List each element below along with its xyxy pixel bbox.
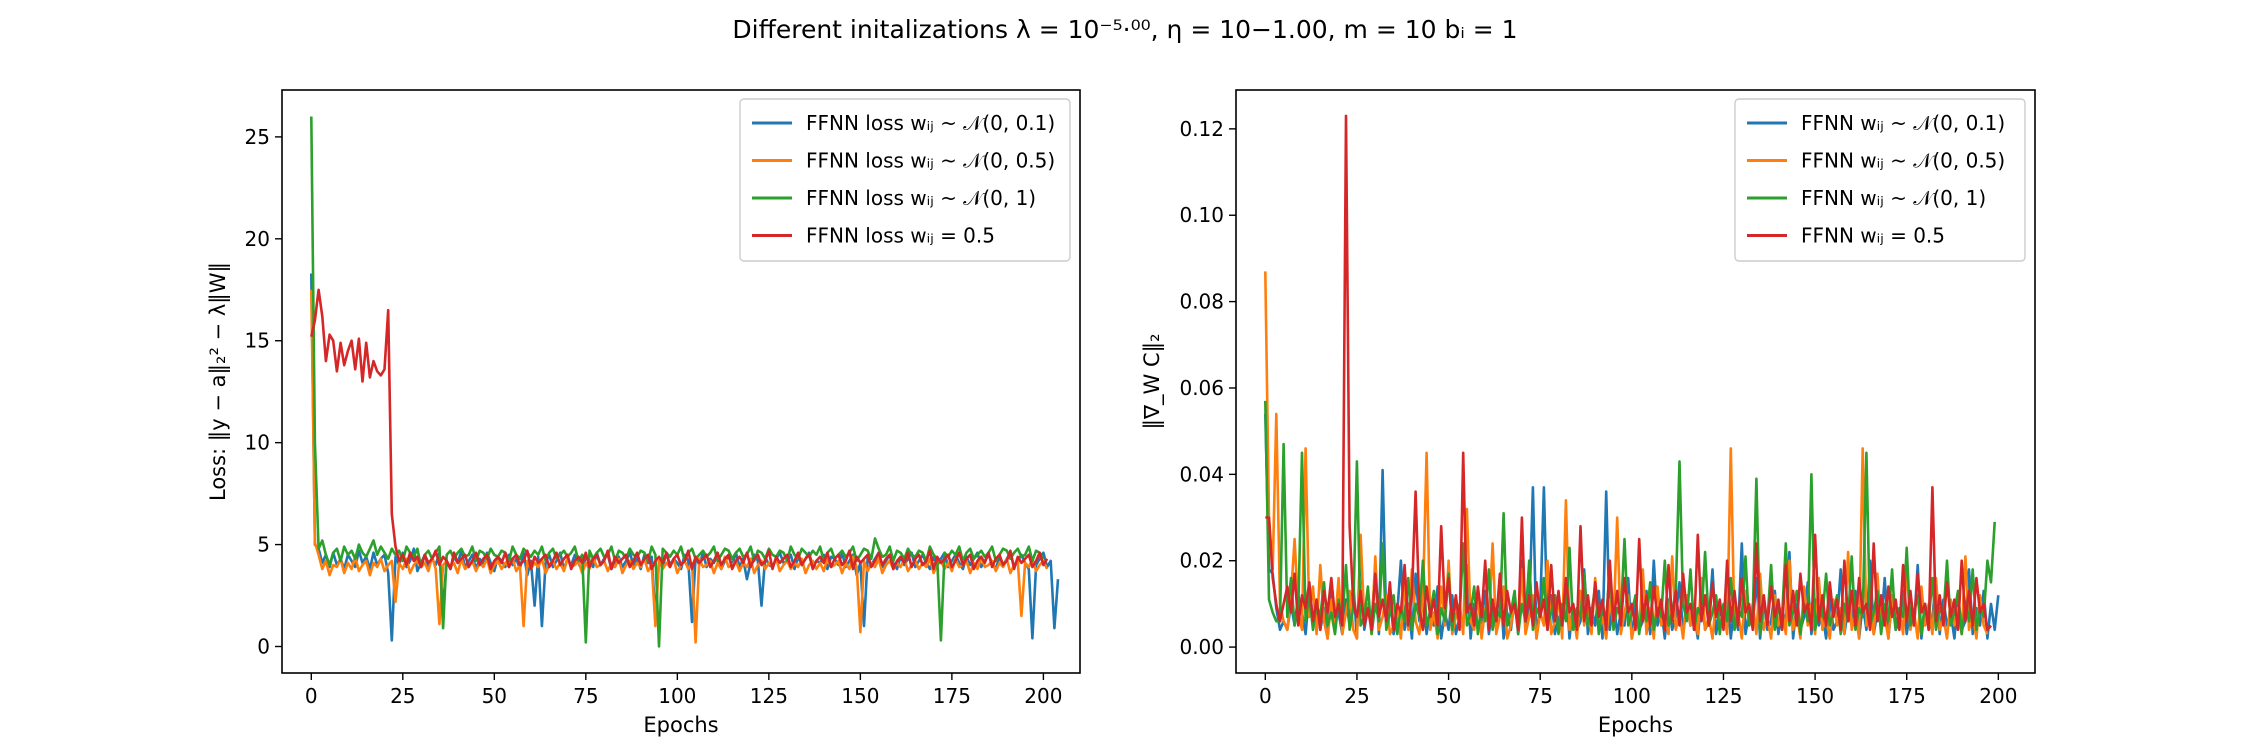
y-tick-label: 0.12	[1179, 117, 1224, 141]
x-tick-label: 100	[1613, 684, 1651, 708]
x-tick-label: 25	[390, 684, 415, 708]
legend-label-0: FFNN wᵢⱼ ~ 𝒩(0, 0.1)	[1801, 111, 2005, 135]
y-tick-label: 5	[257, 533, 270, 557]
x-tick-label: 50	[1436, 684, 1461, 708]
y-tick-label: 0.00	[1179, 635, 1224, 659]
y-tick-label: 25	[245, 125, 270, 149]
x-tick-label: 50	[482, 684, 507, 708]
legend-label-0: FFNN loss wᵢⱼ ~ 𝒩(0, 0.1)	[806, 111, 1055, 135]
legend-label-2: FFNN wᵢⱼ ~ 𝒩(0, 1)	[1801, 186, 1986, 210]
x-tick-label: 125	[1704, 684, 1742, 708]
x-tick-label: 25	[1344, 684, 1369, 708]
plot-frame	[281, 89, 1081, 674]
x-tick-label: 175	[933, 684, 971, 708]
y-tick-label: 0.08	[1179, 290, 1224, 314]
y-tick-label: 0.04	[1179, 462, 1224, 486]
series-line-1	[310, 289, 1049, 644]
x-axis-label: Epochs	[643, 713, 718, 737]
y-tick-label: 20	[245, 227, 270, 251]
x-tick-label: 200	[1979, 684, 2017, 708]
legend-box	[739, 98, 1071, 262]
y-tick-label: 0.02	[1179, 549, 1224, 573]
x-tick-label: 0	[1259, 684, 1272, 708]
plot-frame	[1235, 89, 2036, 674]
x-tick-label: 75	[1527, 684, 1552, 708]
y-tick-label: 0.06	[1179, 376, 1224, 400]
y-tick-label: 15	[245, 329, 270, 353]
y-axis-label: ‖∇_W C‖₂	[1140, 333, 1165, 429]
legend: FFNN wᵢⱼ ~ 𝒩(0, 0.1) FFNN wᵢⱼ ~ 𝒩(0, 0.5)…	[1734, 98, 2026, 262]
legend-label-1: FFNN loss wᵢⱼ ~ 𝒩(0, 0.5)	[806, 149, 1055, 173]
series-line-3	[1265, 114, 1992, 632]
x-tick-label: 150	[841, 684, 879, 708]
x-tick-label: 150	[1796, 684, 1834, 708]
x-tick-label: 0	[305, 684, 318, 708]
loss-chart: 0 25 50 75 100 125 150 175 200 0 5 10 15 20 25 Epochs Lo…	[206, 89, 1081, 737]
legend-label-3: FFNN loss wᵢⱼ = 0.5	[806, 224, 995, 248]
x-tick-label: 175	[1888, 684, 1926, 708]
legend: FFNN loss wᵢⱼ ~ 𝒩(0, 0.1) FFNN loss wᵢⱼ ~…	[739, 98, 1071, 262]
gradient-norm-chart: 0 25 50 75 100 125 150 175 200 0.00 0.02 0.04 0.06 0.…	[1140, 89, 2036, 737]
figure-title: Different initalizations λ = 10⁻⁵·⁰⁰, η …	[732, 15, 1517, 44]
x-axis-label: Epochs	[1598, 713, 1673, 737]
y-axis-label: Loss: ‖y − a‖₂² − λ‖W‖	[206, 262, 231, 501]
legend-label-3: FFNN wᵢⱼ = 0.5	[1801, 224, 1945, 248]
legend-box	[1734, 98, 2026, 262]
x-tick-label: 75	[573, 684, 598, 708]
x-tick-label: 100	[658, 684, 696, 708]
y-tick-label: 0	[257, 635, 270, 659]
x-tick-label: 125	[750, 684, 788, 708]
legend-label-1: FFNN wᵢⱼ ~ 𝒩(0, 0.5)	[1801, 149, 2005, 173]
series-line-0	[310, 273, 1060, 642]
legend-label-2: FFNN loss wᵢⱼ ~ 𝒩(0, 1)	[806, 186, 1036, 210]
x-tick-label: 200	[1024, 684, 1062, 708]
series-line-3	[310, 288, 1049, 571]
y-tick-label: 10	[245, 431, 270, 455]
series-line-2	[1264, 400, 1996, 636]
y-tick-label: 0.10	[1179, 203, 1224, 227]
